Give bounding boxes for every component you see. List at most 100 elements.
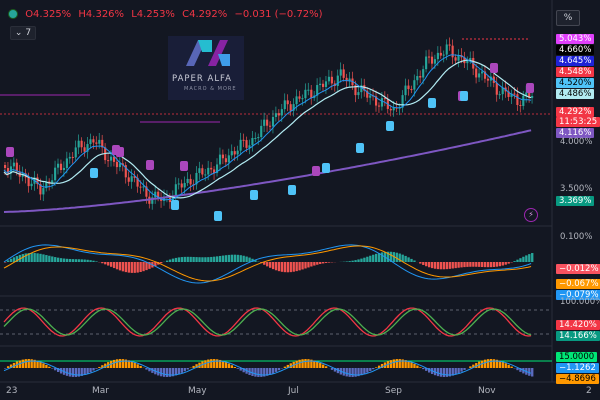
percent-scale-button[interactable]: % <box>556 10 580 26</box>
oscillator-histogram-bar <box>410 362 413 368</box>
x-axis-label: Mar <box>92 386 109 396</box>
candle-body <box>236 150 239 155</box>
candle-body <box>410 89 413 91</box>
price-scale-tag: 4.645% <box>556 56 595 66</box>
macd-histogram-bar <box>77 259 80 262</box>
candle-body <box>39 184 42 195</box>
macd-histogram-bar <box>33 253 36 262</box>
candle-body <box>469 57 472 61</box>
candle-body <box>36 177 39 185</box>
macd-histogram-bar <box>507 262 510 264</box>
indicators-collapse-toggle[interactable]: ⌄ 7 <box>10 26 36 40</box>
oscillator-histogram-bar <box>322 364 325 368</box>
oscillator-histogram-bar <box>24 359 27 368</box>
candle-body <box>301 98 304 100</box>
candle-body <box>145 186 148 197</box>
oscillator-histogram-bar <box>492 359 496 368</box>
candle-body <box>433 59 437 64</box>
macd-histogram-bar <box>498 262 502 267</box>
candle-body <box>525 92 528 96</box>
macd-histogram-bar <box>513 261 516 262</box>
candle-body <box>254 137 257 139</box>
stoch-k-line <box>3 307 532 337</box>
candle-body <box>475 68 478 78</box>
oscillator-histogram-bar <box>354 368 357 377</box>
oscillator-histogram-bar <box>27 359 30 368</box>
macd-histogram-bar <box>148 262 151 269</box>
macd-histogram-bar <box>428 262 431 268</box>
macd-histogram-bar <box>266 262 269 267</box>
oscillator-histogram-bar <box>145 368 148 370</box>
sell-signal-marker <box>146 160 154 170</box>
candle-body <box>322 83 325 87</box>
oscillator-histogram-bar <box>501 361 504 368</box>
macd-histogram-bar <box>528 254 531 262</box>
oscillator-histogram-bar <box>207 359 210 368</box>
candle-body <box>177 183 180 185</box>
oscillator-histogram-bar <box>504 363 507 368</box>
oscillator-histogram-bar <box>483 359 487 368</box>
macd-histogram-bar <box>54 257 57 262</box>
candle-body <box>239 139 242 151</box>
macd-histogram-bar <box>174 257 178 262</box>
oscillator-histogram-bar <box>289 363 292 368</box>
oscillator-histogram-bar <box>30 359 33 368</box>
macd-histogram-bar <box>522 256 525 262</box>
oscillator-histogram-bar <box>324 366 328 368</box>
candle-body <box>451 45 454 58</box>
macd-histogram-bar <box>115 262 119 270</box>
candle-body <box>83 147 86 152</box>
macd-histogram-bar <box>327 262 331 263</box>
candle-body <box>15 162 18 172</box>
oscillator-histogram-bar <box>419 367 422 368</box>
candle-body <box>65 158 68 168</box>
macd-histogram-bar <box>59 258 63 262</box>
oscillator-histogram-bar <box>366 368 369 373</box>
oscillator-histogram-bar <box>310 359 313 368</box>
candle-body <box>163 196 166 201</box>
candle-body <box>174 184 177 197</box>
oscillator-histogram-bar <box>174 368 178 376</box>
macd-histogram-bar <box>439 262 443 270</box>
oscillator-scale-tag: 15.0000 <box>556 352 598 362</box>
macd-histogram-bar <box>469 262 472 267</box>
macd-histogram-bar <box>154 262 157 267</box>
candle-body <box>357 92 360 96</box>
oscillator-histogram-bar <box>12 362 16 368</box>
candle-body <box>404 85 407 96</box>
macd-histogram-bar <box>413 260 416 262</box>
macd-histogram-bar <box>251 258 254 262</box>
macd-histogram-bar <box>207 257 210 262</box>
candle-body <box>6 168 10 174</box>
lightning-icon[interactable]: ⚡ <box>524 208 538 222</box>
macd-histogram-bar <box>478 262 481 267</box>
candle-body <box>495 82 498 95</box>
buy-signal-marker <box>322 163 330 173</box>
macd-histogram-bar <box>377 253 381 262</box>
macd-histogram-bar <box>183 256 186 262</box>
macd-histogram-bar <box>236 254 239 262</box>
oscillator-histogram-bar <box>266 368 269 376</box>
oscillator-histogram-bar <box>221 360 225 368</box>
price-scale-tag: 4.292% <box>556 107 595 117</box>
oscillator-histogram-bar <box>192 365 195 368</box>
macd-histogram-bar <box>389 251 393 262</box>
oscillator-histogram-bar <box>80 368 83 376</box>
macd-histogram-bar <box>369 255 372 262</box>
candle-body <box>366 90 369 98</box>
oscillator-histogram-bar <box>454 368 457 375</box>
candle-body <box>422 69 425 78</box>
macd-histogram-bar <box>292 262 295 272</box>
oscillator-histogram-bar <box>233 367 237 368</box>
candle-body <box>233 151 236 155</box>
close-value: C4.292% <box>182 9 228 20</box>
macd-histogram-bar <box>201 257 204 262</box>
buy-signal-marker <box>386 121 394 131</box>
oscillator-histogram-bar <box>481 360 484 368</box>
macd-histogram-bar <box>501 262 504 266</box>
candle-body <box>101 139 104 148</box>
macd-histogram-bar <box>451 262 454 269</box>
oscillator-histogram-bar <box>528 368 531 376</box>
macd-histogram-bar <box>463 262 466 268</box>
